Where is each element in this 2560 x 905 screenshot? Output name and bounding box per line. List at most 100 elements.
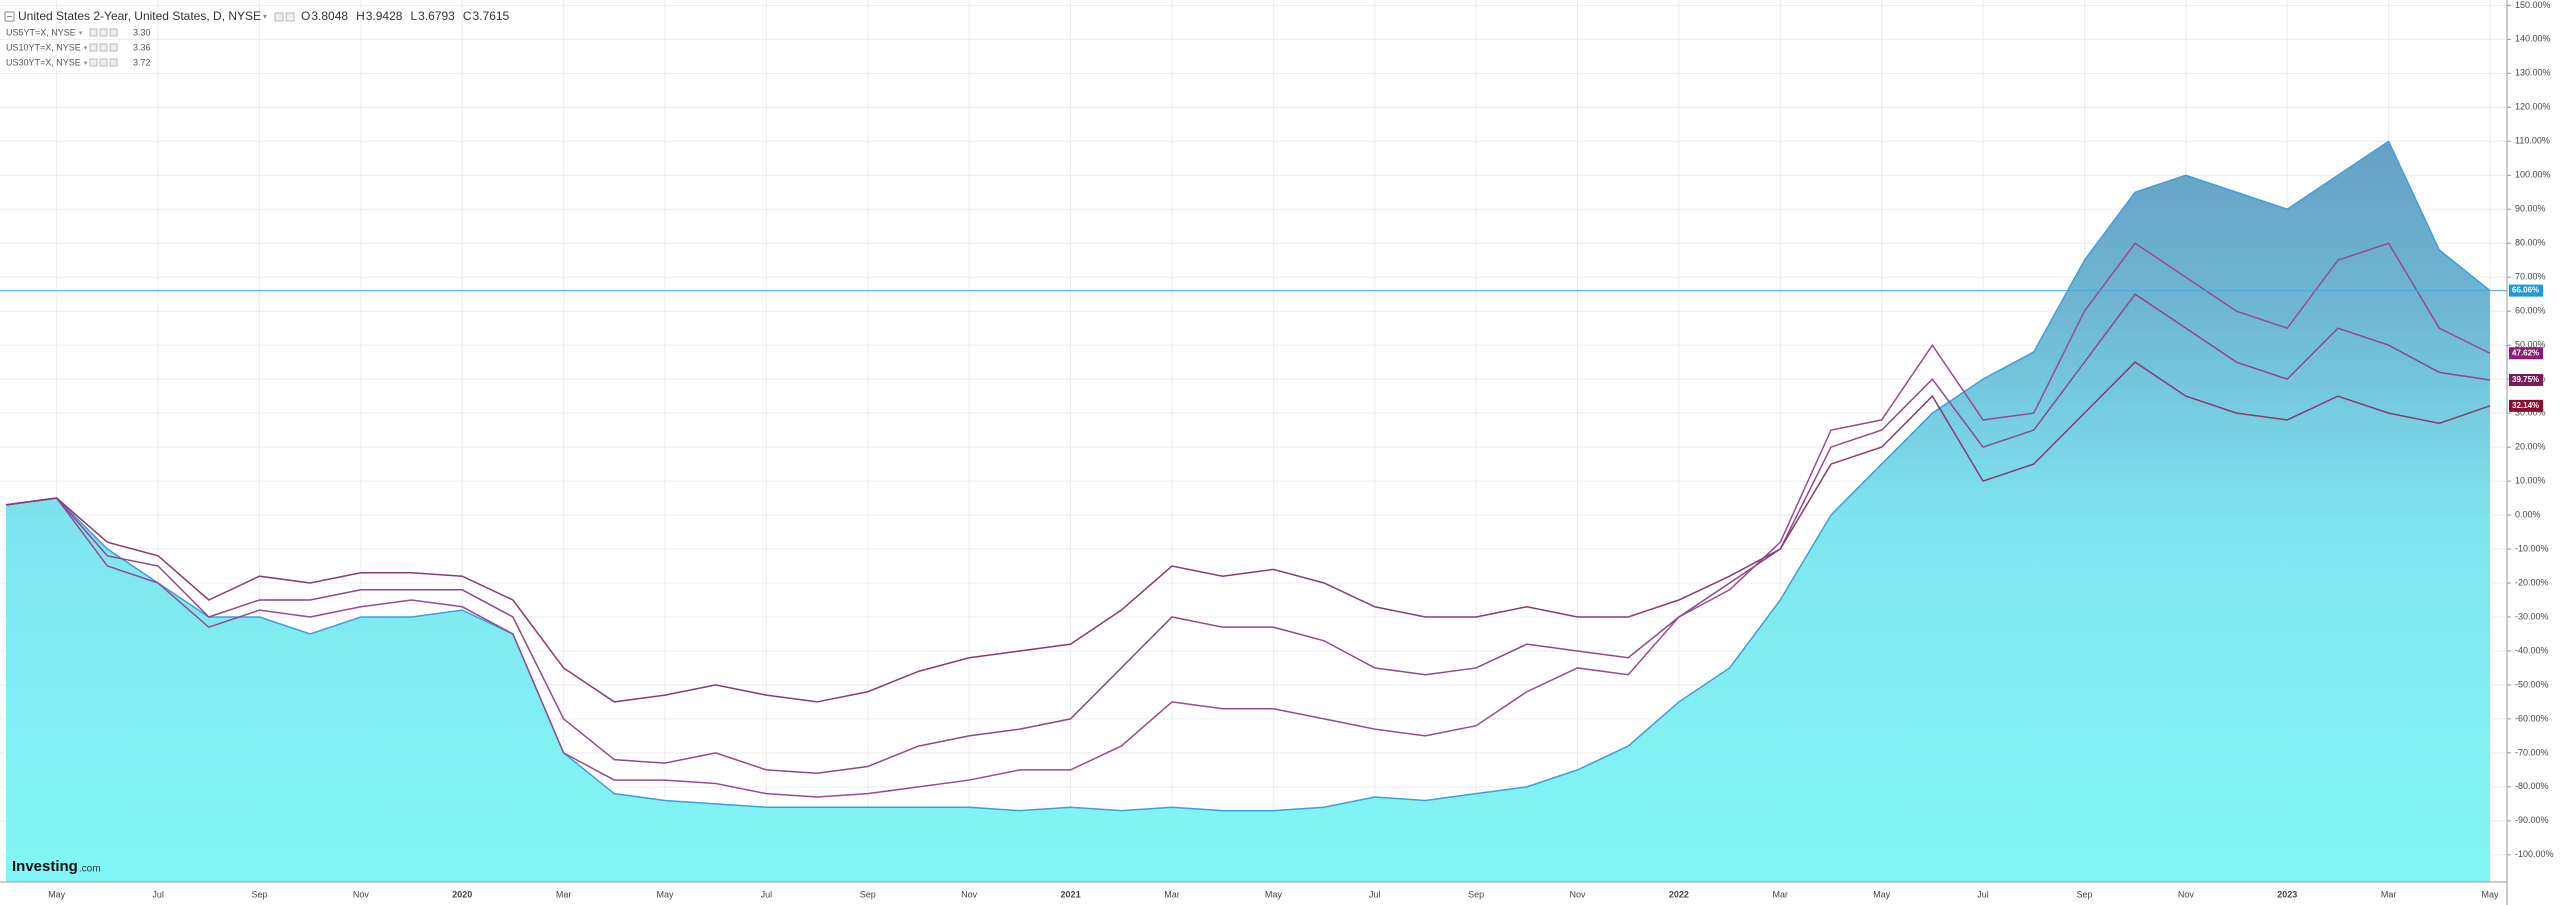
settings-icon[interactable] (109, 43, 118, 52)
ohlc-key: H (356, 9, 365, 23)
settings-icon[interactable] (89, 28, 98, 37)
settings-icon[interactable] (274, 12, 284, 22)
legend-name: US5YT=X, NYSE (6, 27, 76, 37)
y-tick-label: 20.00% (2515, 441, 2546, 451)
y-tick-label: 120.00% (2515, 102, 2551, 112)
y-tick-label: 70.00% (2515, 272, 2546, 282)
settings-icon[interactable] (89, 43, 98, 52)
y-tick-label: 140.00% (2515, 34, 2551, 44)
y-tick-label: 30.00% (2515, 407, 2546, 417)
legend-name: US30YT=X, NYSE (6, 57, 81, 67)
x-tick-label: 2021 (1061, 889, 1081, 899)
x-tick-label: 2022 (1669, 889, 1689, 899)
y-tick-label: -10.00% (2515, 543, 2549, 553)
y-tick-label: -50.00% (2515, 679, 2549, 689)
legend-value: 3.36 (133, 42, 151, 52)
settings-icon[interactable] (89, 58, 98, 67)
y-tick-label: 130.00% (2515, 68, 2551, 78)
x-tick-label: Mar (556, 889, 572, 899)
value-label: 32.14% (2512, 401, 2539, 410)
y-tick-label: 10.00% (2515, 475, 2546, 485)
dropdown-caret: ▾ (84, 45, 88, 52)
y-tick-label: 80.00% (2515, 238, 2546, 248)
line (5, 293, 2491, 775)
x-tick-label: Jul (152, 889, 164, 899)
x-tick-label: May (1873, 889, 1891, 899)
legend-name: US10YT=X, NYSE (6, 42, 81, 52)
ohlc-key: L (410, 9, 417, 23)
y-tick-label: 60.00% (2515, 306, 2546, 316)
value-label: 47.62% (2512, 348, 2539, 357)
x-tick-label: May (1265, 889, 1283, 899)
x-tick-label: Mar (1773, 889, 1789, 899)
x-tick-label: May (2481, 889, 2499, 899)
settings-icon[interactable] (99, 43, 108, 52)
value-label-box (2509, 399, 2543, 412)
x-tick-label: 2023 (2277, 889, 2297, 899)
line (5, 361, 2491, 703)
ohlc-value: 3.7615 (473, 9, 510, 23)
area (6, 141, 2490, 882)
x-tick-label: Nov (1570, 889, 1587, 899)
y-tick-label: -100.00% (2515, 849, 2554, 859)
y-tick-label: -80.00% (2515, 781, 2549, 791)
chart-title: United States 2-Year, United States, D, … (18, 9, 261, 23)
settings-icon[interactable] (109, 58, 118, 67)
y-tick-label: -40.00% (2515, 645, 2549, 655)
x-tick-label: May (657, 889, 675, 899)
y-tick-label: 50.00% (2515, 340, 2546, 350)
y-tick-label: 90.00% (2515, 204, 2546, 214)
settings-icon[interactable] (109, 28, 118, 37)
legend-value: 3.72 (133, 57, 151, 67)
y-tick-label: 0.00% (2515, 509, 2541, 519)
y-tick-label: 110.00% (2515, 136, 2550, 146)
settings-icon[interactable] (99, 58, 108, 67)
ohlc-value: 3.9428 (366, 9, 403, 23)
y-tick-label: 100.00% (2515, 170, 2551, 180)
settings-icon[interactable] (285, 12, 295, 22)
ohlc-value: 3.8048 (311, 9, 348, 23)
ohlc-value: 3.6793 (418, 9, 455, 23)
x-tick-label: Sep (1468, 889, 1484, 899)
x-tick-label: Jul (761, 889, 773, 899)
axes: 150.00% 140.00% 130.00% 120.00% 110.00% 100.0… (48, 0, 2553, 899)
x-tick-label: May (48, 889, 66, 899)
x-tick-label: Jul (1977, 889, 1989, 899)
logo: Investing .com (12, 858, 101, 875)
plot (0, 140, 2507, 882)
legend-value: 3.30 (133, 27, 151, 37)
collapse-icon[interactable] (4, 11, 15, 22)
area-line (5, 140, 2491, 812)
y-tick-label: -70.00% (2515, 747, 2549, 757)
ohlc-key: O (301, 9, 310, 23)
value-label-box (2509, 284, 2543, 297)
value-label: 66.06% (2512, 286, 2539, 295)
dropdown-caret: ▾ (79, 30, 83, 37)
x-tick-label: Sep (860, 889, 876, 899)
y-tick-label: -30.00% (2515, 611, 2549, 621)
y-tick-label: -60.00% (2515, 713, 2549, 723)
logo-suffix: .com (79, 864, 101, 875)
x-tick-label: Sep (2076, 889, 2092, 899)
value-label-box (2509, 373, 2543, 386)
settings-icon[interactable] (99, 28, 108, 37)
x-tick-label: 2020 (452, 889, 472, 899)
x-tick-label: Nov (2178, 889, 2195, 899)
value-label-box (2509, 347, 2543, 360)
value-label: 39.75% (2512, 375, 2539, 384)
y-tick-label: 150.00% (2515, 0, 2551, 10)
x-tick-label: Nov (353, 889, 370, 899)
legend: United States 2-Year, United States, D, … (4, 9, 510, 67)
line (5, 242, 2491, 798)
x-tick-label: Nov (961, 889, 978, 899)
x-tick-label: Mar (2381, 889, 2397, 899)
x-tick-label: Jul (1369, 889, 1381, 899)
logo-name: Investing (12, 858, 78, 875)
dropdown-caret: ▾ (263, 12, 267, 21)
dropdown-caret: ▾ (84, 60, 88, 67)
y-tick-label: -90.00% (2515, 815, 2549, 825)
x-tick-label: Sep (251, 889, 267, 899)
y-tick-label: -20.00% (2515, 577, 2549, 587)
ohlc-key: C (463, 9, 472, 23)
